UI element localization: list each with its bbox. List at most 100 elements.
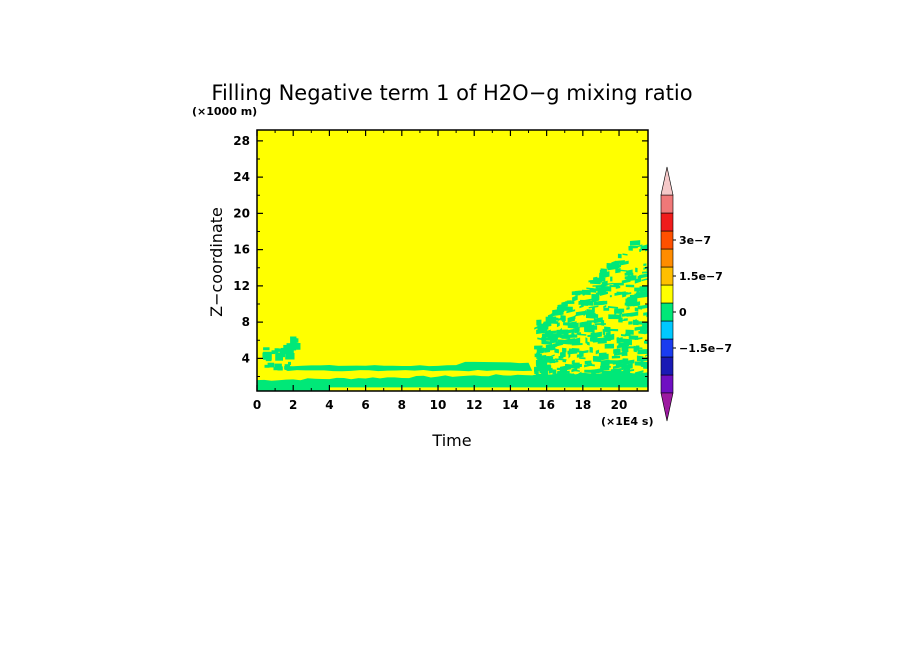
region-convective-patch <box>558 355 564 360</box>
colorbar-segment <box>660 320 674 340</box>
colorbar: 3e−7 1.5e−7 0 −1.5e−7 <box>660 166 732 422</box>
x-tick-label: 2 <box>289 398 297 412</box>
region-convective-patch <box>600 364 606 369</box>
region-early-patch <box>292 338 297 346</box>
region-convective-patch <box>567 338 575 345</box>
region-convective-patch <box>627 299 634 307</box>
x-axis: 0 2 4 6 8 10 12 14 16 18 20 <box>253 130 638 412</box>
region-convective-patch <box>557 376 568 381</box>
region-early-patch <box>263 347 270 351</box>
region-convective-patch <box>561 334 570 339</box>
region-convective-patch <box>635 347 643 350</box>
region-convective-patch <box>624 272 634 276</box>
region-convective-patch <box>641 278 648 282</box>
region-convective-patch <box>603 305 607 309</box>
region-convective-patch <box>634 337 643 341</box>
region-convective-patch <box>583 309 587 317</box>
region-convective-patch <box>563 370 570 374</box>
y-axis-label: Z−coordinate <box>207 207 226 317</box>
region-convective-patch <box>559 364 571 372</box>
x-tick-label: 12 <box>466 398 483 412</box>
region-convective-patch <box>595 349 600 355</box>
region-convective-patch <box>579 304 584 309</box>
region-convective-patch <box>631 378 642 382</box>
region-convective-patch <box>592 367 604 375</box>
region-convective-patch <box>560 314 566 322</box>
region-convective-patch <box>614 310 623 315</box>
region-convective-patch <box>591 287 602 293</box>
region-early-patch <box>275 352 284 361</box>
colorbar-segment <box>660 230 674 250</box>
region-convective-patch <box>554 348 559 354</box>
region-convective-patch <box>614 351 625 356</box>
region-convective-patch <box>636 244 643 248</box>
region-convective-patch <box>562 347 567 353</box>
region-convective-patch <box>643 285 648 291</box>
region-convective-patch <box>604 333 615 342</box>
region-convective-patch <box>607 265 619 271</box>
region-convective-patch <box>618 342 621 348</box>
region-convective-patch <box>571 290 583 296</box>
colorbar-segment <box>660 212 674 232</box>
region-convective-patch <box>611 355 621 359</box>
region-convective-patch <box>603 307 610 311</box>
region-convective-patch <box>546 330 557 334</box>
region-convective-patch <box>602 328 606 336</box>
region-convective-patch <box>595 292 603 295</box>
region-convective-patch <box>565 301 575 305</box>
region-convective-patch <box>635 267 638 273</box>
region-convective-patch <box>607 306 619 309</box>
region-convective-patch <box>628 246 633 251</box>
plot-area <box>256 129 649 392</box>
region-convective-patch <box>622 292 627 298</box>
region-convective-patch <box>615 260 625 264</box>
region-early-patch <box>264 364 270 368</box>
region-convective-patch <box>543 332 553 337</box>
region-convective-patch <box>613 372 620 379</box>
region-convective-patch <box>573 369 580 372</box>
region-convective-patch <box>590 334 598 341</box>
colorbar-segment <box>660 374 674 394</box>
region-convective-patch <box>584 363 593 368</box>
y-tick-label: 4 <box>242 351 250 365</box>
colorbar-segment <box>660 356 674 376</box>
region-convective-patch <box>597 278 602 284</box>
region-convective-patch <box>608 360 620 364</box>
y-axis: 4 8 12 16 20 24 28 <box>233 134 648 377</box>
region-convective-patch <box>616 337 623 344</box>
x-unit-label: (×1E4 s) <box>601 415 653 428</box>
region-convective-patch <box>613 282 624 286</box>
colorbar-segment <box>660 266 674 286</box>
region-convective-patch <box>562 359 567 363</box>
colorbar-extend-bottom <box>660 392 674 422</box>
colorbar-segment <box>660 248 674 268</box>
region-convective-patch <box>582 292 585 296</box>
region-convective-patch <box>615 285 621 289</box>
region-early-patch <box>290 342 301 350</box>
region-convective-patch <box>608 314 618 320</box>
y-tick-label: 24 <box>233 170 250 184</box>
region-convective-patch <box>571 342 583 346</box>
region-convective-patch <box>539 357 544 364</box>
region-convective-patch <box>593 300 605 306</box>
region-convective-patch <box>557 303 568 309</box>
region-convective-patch <box>534 345 543 349</box>
region-convective-patch <box>621 278 631 284</box>
region-convective-patch <box>635 370 644 375</box>
region-convective-patch <box>601 353 606 361</box>
region-convective-patch <box>573 337 581 343</box>
region-convective-patch <box>604 343 615 349</box>
region-convective-patch <box>643 263 647 266</box>
region-convective-patch <box>537 337 542 341</box>
region-convective-patch <box>578 333 587 336</box>
region-convective-patch <box>643 340 648 344</box>
y-unit-label: (×1000 m) <box>192 105 257 118</box>
colorbar-label: 0 <box>679 306 687 319</box>
region-convective-patch <box>537 363 543 371</box>
region-convective-patch <box>540 347 545 354</box>
region-early-patch <box>263 351 272 360</box>
region-convective-patch <box>619 269 628 272</box>
region-convective-patch <box>556 367 561 371</box>
region-convective-patch <box>594 313 599 319</box>
